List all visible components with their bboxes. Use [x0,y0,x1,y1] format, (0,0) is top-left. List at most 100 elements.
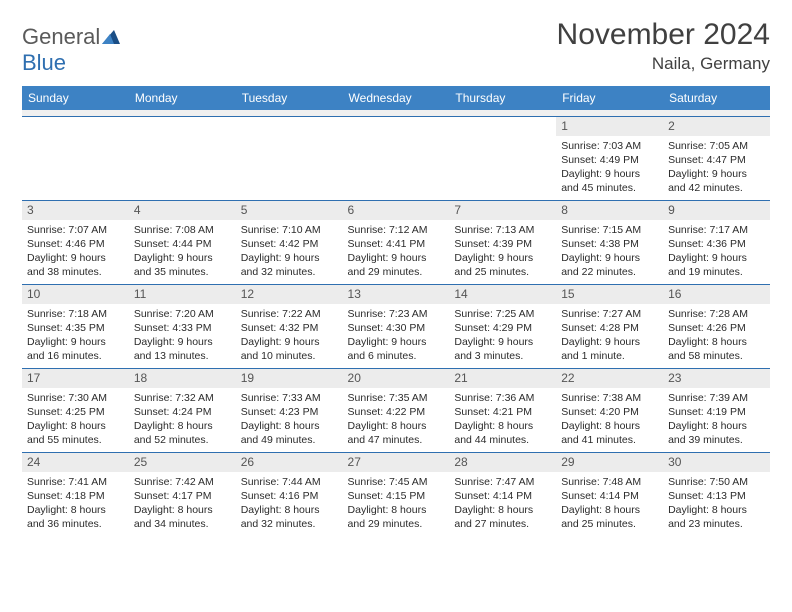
day-body: Sunrise: 7:41 AMSunset: 4:18 PMDaylight:… [22,472,129,536]
day-number: 21 [449,369,556,388]
sunset-text: Sunset: 4:14 PM [454,489,551,503]
day-number: 13 [343,285,450,304]
day-body: Sunrise: 7:38 AMSunset: 4:20 PMDaylight:… [556,388,663,452]
day-number: 29 [556,453,663,472]
calendar-empty-cell [236,116,343,200]
daylight-text-1: Daylight: 9 hours [241,335,338,349]
calendar-day-cell: 11Sunrise: 7:20 AMSunset: 4:33 PMDayligh… [129,284,236,368]
weekday-header: Thursday [449,86,556,110]
day-body: Sunrise: 7:23 AMSunset: 4:30 PMDaylight:… [343,304,450,368]
daylight-text-1: Daylight: 9 hours [348,335,445,349]
sunset-text: Sunset: 4:22 PM [348,405,445,419]
sunrise-text: Sunrise: 7:03 AM [561,139,658,153]
header: General Blue November 2024 Naila, German… [22,18,770,76]
daylight-text-2: and 22 minutes. [561,265,658,279]
day-number: 8 [556,201,663,220]
day-number: 5 [236,201,343,220]
sunset-text: Sunset: 4:44 PM [134,237,231,251]
sunset-text: Sunset: 4:30 PM [348,321,445,335]
sunrise-text: Sunrise: 7:47 AM [454,475,551,489]
calendar-day-cell: 29Sunrise: 7:48 AMSunset: 4:14 PMDayligh… [556,452,663,536]
day-body: Sunrise: 7:10 AMSunset: 4:42 PMDaylight:… [236,220,343,284]
daylight-text-2: and 45 minutes. [561,181,658,195]
daylight-text-1: Daylight: 9 hours [27,251,124,265]
daylight-text-2: and 44 minutes. [454,433,551,447]
sunset-text: Sunset: 4:15 PM [348,489,445,503]
weekday-header: Wednesday [343,86,450,110]
daylight-text-2: and 3 minutes. [454,349,551,363]
calendar-day-cell: 8Sunrise: 7:15 AMSunset: 4:38 PMDaylight… [556,200,663,284]
weekday-header: Saturday [663,86,770,110]
day-number: 2 [663,117,770,136]
daylight-text-1: Daylight: 8 hours [561,503,658,517]
calendar-empty-cell [449,116,556,200]
brand-name: General Blue [22,24,122,76]
sunrise-text: Sunrise: 7:27 AM [561,307,658,321]
daylight-text-1: Daylight: 8 hours [134,503,231,517]
daylight-text-2: and 35 minutes. [134,265,231,279]
daylight-text-1: Daylight: 8 hours [241,503,338,517]
calendar-day-cell: 25Sunrise: 7:42 AMSunset: 4:17 PMDayligh… [129,452,236,536]
daylight-text-2: and 42 minutes. [668,181,765,195]
calendar-day-cell: 26Sunrise: 7:44 AMSunset: 4:16 PMDayligh… [236,452,343,536]
daylight-text-2: and 16 minutes. [27,349,124,363]
day-body: Sunrise: 7:05 AMSunset: 4:47 PMDaylight:… [663,136,770,200]
day-body: Sunrise: 7:42 AMSunset: 4:17 PMDaylight:… [129,472,236,536]
day-number: 30 [663,453,770,472]
calendar-day-cell: 6Sunrise: 7:12 AMSunset: 4:41 PMDaylight… [343,200,450,284]
daylight-text-1: Daylight: 9 hours [561,335,658,349]
day-body: Sunrise: 7:39 AMSunset: 4:19 PMDaylight:… [663,388,770,452]
weekday-header: Tuesday [236,86,343,110]
sunset-text: Sunset: 4:35 PM [27,321,124,335]
sunrise-text: Sunrise: 7:15 AM [561,223,658,237]
sunrise-text: Sunrise: 7:20 AM [134,307,231,321]
day-number: 20 [343,369,450,388]
day-number: 22 [556,369,663,388]
sunrise-text: Sunrise: 7:38 AM [561,391,658,405]
day-body: Sunrise: 7:28 AMSunset: 4:26 PMDaylight:… [663,304,770,368]
sunrise-text: Sunrise: 7:42 AM [134,475,231,489]
sunrise-text: Sunrise: 7:12 AM [348,223,445,237]
calendar-day-cell: 10Sunrise: 7:18 AMSunset: 4:35 PMDayligh… [22,284,129,368]
day-number: 18 [129,369,236,388]
sunrise-text: Sunrise: 7:25 AM [454,307,551,321]
calendar-week-row: 17Sunrise: 7:30 AMSunset: 4:25 PMDayligh… [22,368,770,452]
daylight-text-2: and 36 minutes. [27,517,124,531]
calendar-day-cell: 13Sunrise: 7:23 AMSunset: 4:30 PMDayligh… [343,284,450,368]
daylight-text-1: Daylight: 9 hours [454,251,551,265]
day-body: Sunrise: 7:20 AMSunset: 4:33 PMDaylight:… [129,304,236,368]
daylight-text-1: Daylight: 9 hours [454,335,551,349]
sunset-text: Sunset: 4:17 PM [134,489,231,503]
calendar-day-cell: 1Sunrise: 7:03 AMSunset: 4:49 PMDaylight… [556,116,663,200]
sunset-text: Sunset: 4:49 PM [561,153,658,167]
day-number: 28 [449,453,556,472]
sunset-text: Sunset: 4:39 PM [454,237,551,251]
day-number: 26 [236,453,343,472]
sunrise-text: Sunrise: 7:35 AM [348,391,445,405]
calendar-day-cell: 5Sunrise: 7:10 AMSunset: 4:42 PMDaylight… [236,200,343,284]
calendar-empty-cell [129,116,236,200]
sunrise-text: Sunrise: 7:50 AM [668,475,765,489]
sunset-text: Sunset: 4:46 PM [27,237,124,251]
day-number: 3 [22,201,129,220]
sunrise-text: Sunrise: 7:48 AM [561,475,658,489]
day-number: 25 [129,453,236,472]
sunset-text: Sunset: 4:23 PM [241,405,338,419]
sunrise-text: Sunrise: 7:39 AM [668,391,765,405]
calendar-day-cell: 12Sunrise: 7:22 AMSunset: 4:32 PMDayligh… [236,284,343,368]
calendar-day-cell: 18Sunrise: 7:32 AMSunset: 4:24 PMDayligh… [129,368,236,452]
day-number: 12 [236,285,343,304]
sunrise-text: Sunrise: 7:23 AM [348,307,445,321]
calendar-week-row: 10Sunrise: 7:18 AMSunset: 4:35 PMDayligh… [22,284,770,368]
day-body: Sunrise: 7:30 AMSunset: 4:25 PMDaylight:… [22,388,129,452]
day-body: Sunrise: 7:03 AMSunset: 4:49 PMDaylight:… [556,136,663,200]
day-body: Sunrise: 7:15 AMSunset: 4:38 PMDaylight:… [556,220,663,284]
month-title: November 2024 [557,18,770,52]
daylight-text-2: and 1 minute. [561,349,658,363]
day-body: Sunrise: 7:07 AMSunset: 4:46 PMDaylight:… [22,220,129,284]
sunset-text: Sunset: 4:36 PM [668,237,765,251]
day-number: 10 [22,285,129,304]
brand-name-b: Blue [22,50,66,75]
day-body: Sunrise: 7:13 AMSunset: 4:39 PMDaylight:… [449,220,556,284]
calendar-week-row: 24Sunrise: 7:41 AMSunset: 4:18 PMDayligh… [22,452,770,536]
